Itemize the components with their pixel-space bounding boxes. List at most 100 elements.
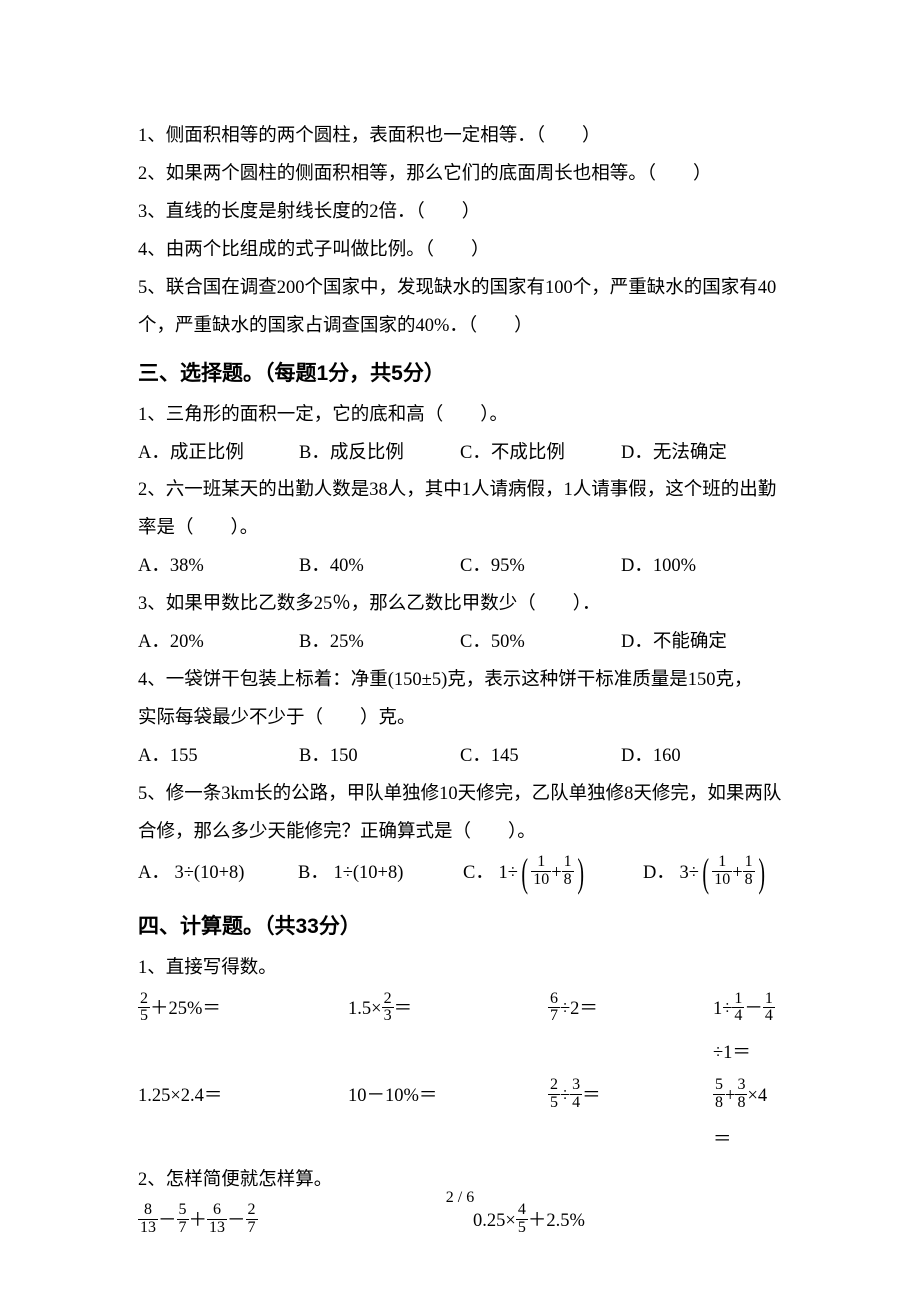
frac-2-7: 27 bbox=[246, 1202, 258, 1237]
calc-r1c4-pre: 1÷ bbox=[713, 999, 732, 1019]
calc-r1c1-suf: ＋25%＝ bbox=[150, 999, 221, 1019]
s3-q5-choices: A． 3÷(10+8) B． 1÷(10+8) C． 1÷ ( 110 + 18… bbox=[138, 852, 782, 895]
s3-q3-c: C．50% bbox=[460, 624, 621, 662]
frac-5-7: 57 bbox=[177, 1202, 189, 1237]
s4-calc-row2: 1.25×2.4＝ 10－10%＝ 25÷34＝ 58+38×4＝ bbox=[138, 1075, 782, 1162]
s3-q5-a-label: A． bbox=[138, 863, 170, 883]
lparen-icon: ( bbox=[702, 859, 709, 887]
frac-3-4: 34 bbox=[570, 1077, 582, 1112]
s3-q1: 1、三角形的面积一定，它的底和高（ ）。 bbox=[138, 397, 782, 435]
section4-heading: 四、计算题。（共33分） bbox=[138, 905, 782, 948]
calc-r1c4-suf: ÷1＝ bbox=[713, 1043, 751, 1063]
s4-p2b-suf: ＋2.5% bbox=[528, 1211, 585, 1231]
s4-q1: 1、直接写得数。 bbox=[138, 950, 782, 988]
calc-r1c2: 1.5×23＝ bbox=[348, 988, 548, 1075]
frac-1-4: 14 bbox=[763, 991, 775, 1026]
calc-r2c1: 1.25×2.4＝ bbox=[138, 1075, 348, 1162]
tf-q4: 4、由两个比组成的式子叫做比例。（ ） bbox=[138, 232, 782, 270]
frac-2-5: 25 bbox=[548, 1077, 560, 1112]
s3-q2-line2: 率是（ ）。 bbox=[138, 510, 782, 548]
lparen-icon: ( bbox=[521, 859, 528, 887]
frac-6-7: 67 bbox=[548, 991, 560, 1026]
s3-q5-d-lead: 3 bbox=[680, 852, 689, 895]
s3-q2-c: C．95% bbox=[460, 548, 621, 586]
calc-r1c3-mid: ÷2＝ bbox=[560, 999, 598, 1019]
calc-r1c4-mid: － bbox=[744, 999, 763, 1019]
s3-q5-line1: 5、修一条3km长的公路，甲队单独修10天修完，乙队单独修8天修完，如果两队 bbox=[138, 776, 782, 814]
s3-q3: 3、如果甲数比乙数多25％，那么乙数比甲数少（ ）． bbox=[138, 586, 782, 624]
s3-q2-a: A．38% bbox=[138, 548, 299, 586]
s3-q3-b: B．25% bbox=[299, 624, 460, 662]
plus-sign: ＋ bbox=[189, 1211, 208, 1231]
s3-q3-d: D．不能确定 bbox=[621, 624, 782, 662]
tf-q3: 3、直线的长度是射线长度的2倍．（ ） bbox=[138, 194, 782, 232]
tf-q2: 2、如果两个圆柱的侧面积相等，那么它们的底面周长也相等。（ ） bbox=[138, 156, 782, 194]
s3-q5-b: B． 1÷(10+8) bbox=[298, 852, 463, 895]
frac-1-8: 18 bbox=[562, 854, 574, 889]
s3-q1-c: C．不成比例 bbox=[460, 435, 621, 473]
rparen-icon: ) bbox=[577, 859, 584, 887]
calc-r1c2-pre: 1.5× bbox=[348, 999, 382, 1019]
s3-q2-line1: 2、六一班某天的出勤人数是38人，其中1人请病假，1人请事假，这个班的出勤 bbox=[138, 472, 782, 510]
s3-q5-line2: 合修，那么多少天能修完？正确算式是（ ）。 bbox=[138, 814, 782, 852]
section3-heading: 三、选择题。（每题1分，共5分） bbox=[138, 352, 782, 395]
frac-4-5: 45 bbox=[516, 1202, 528, 1237]
calc-r1c3: 67÷2＝ bbox=[548, 988, 713, 1075]
frac-1-10: 110 bbox=[531, 854, 551, 889]
s3-q1-d: D．无法确定 bbox=[621, 435, 782, 473]
frac-1-4: 14 bbox=[732, 991, 744, 1026]
frac-1-10: 110 bbox=[712, 854, 732, 889]
frac-8-13: 813 bbox=[138, 1202, 158, 1237]
s3-q5-c: C． 1÷ ( 110 + 18 ) bbox=[463, 852, 643, 895]
calc-r2c3-suf: ＝ bbox=[582, 1086, 601, 1106]
calc-r2c4-mid: + bbox=[725, 1086, 735, 1106]
minus-sign: － bbox=[158, 1211, 177, 1231]
frac-2-5: 25 bbox=[138, 991, 150, 1026]
s3-q4-line1: 4、一袋饼干包装上标着：净重(150±5)克，表示这种饼干标准质量是150克， bbox=[138, 662, 782, 700]
calc-r2c4: 58+38×4＝ bbox=[713, 1075, 782, 1162]
tf-q5-line2: 个，严重缺水的国家占调查国家的40%．（ ） bbox=[138, 308, 782, 346]
plus-sign: + bbox=[732, 852, 742, 895]
s3-q5-a: A． 3÷(10+8) bbox=[138, 852, 298, 895]
s3-q2-d: D．100% bbox=[621, 548, 782, 586]
s3-q4-line2: 实际每袋最少不少于（ ）克。 bbox=[138, 700, 782, 738]
s3-q5-d-div: ÷ bbox=[689, 852, 699, 895]
s4-calc-row1: 25＋25%＝ 1.5×23＝ 67÷2＝ 1÷14－14÷1＝ bbox=[138, 988, 782, 1075]
rparen-icon: ) bbox=[758, 859, 765, 887]
s4-p2b-pre: 0.25× bbox=[473, 1211, 516, 1231]
frac-1-8: 18 bbox=[743, 854, 755, 889]
calc-r2c3-mid: ÷ bbox=[560, 1086, 570, 1106]
tf-q1: 1、侧面积相等的两个圆柱，表面积也一定相等．（ ） bbox=[138, 118, 782, 156]
s3-q5-c-label: C． bbox=[463, 863, 494, 883]
s3-q5-c-div: ÷ bbox=[508, 852, 518, 895]
s3-q5-b-expr: 1÷(10+8) bbox=[333, 863, 403, 883]
minus-sign: － bbox=[227, 1211, 246, 1231]
s3-q1-a: A．成正比例 bbox=[138, 435, 299, 473]
s3-q5-c-lead: 1 bbox=[498, 852, 507, 895]
s3-q1-b: B．成反比例 bbox=[299, 435, 460, 473]
frac-2-3: 23 bbox=[382, 991, 394, 1026]
plus-sign: + bbox=[551, 852, 561, 895]
s3-q4-b: B．150 bbox=[299, 738, 460, 776]
s3-q4-d: D．160 bbox=[621, 738, 782, 776]
calc-r1c4: 1÷14－14÷1＝ bbox=[713, 988, 782, 1075]
frac-3-8: 38 bbox=[735, 1077, 747, 1112]
calc-r2c3: 25÷34＝ bbox=[548, 1075, 713, 1162]
frac-5-8: 58 bbox=[713, 1077, 725, 1112]
s3-q1-choices: A．成正比例 B．成反比例 C．不成比例 D．无法确定 bbox=[138, 435, 782, 473]
page-number: 2 / 6 bbox=[0, 1189, 920, 1207]
s3-q5-d: D． 3÷ ( 110 + 18 ) bbox=[643, 852, 782, 895]
s3-q2-b: B．40% bbox=[299, 548, 460, 586]
s3-q2-choices: A．38% B．40% C．95% D．100% bbox=[138, 548, 782, 586]
calc-r1c1: 25＋25%＝ bbox=[138, 988, 348, 1075]
s3-q5-a-expr: 3÷(10+8) bbox=[175, 863, 245, 883]
s3-q4-c: C．145 bbox=[460, 738, 621, 776]
frac-6-13: 613 bbox=[207, 1202, 227, 1237]
calc-r2c2: 10－10%＝ bbox=[348, 1075, 548, 1162]
s3-q5-d-label: D． bbox=[643, 863, 675, 883]
s3-q4-a: A．155 bbox=[138, 738, 299, 776]
s3-q3-choices: A．20% B．25% C．50% D．不能确定 bbox=[138, 624, 782, 662]
calc-r1c2-suf: ＝ bbox=[394, 999, 413, 1019]
s3-q3-a: A．20% bbox=[138, 624, 299, 662]
s3-q4-choices: A．155 B．150 C．145 D．160 bbox=[138, 738, 782, 776]
